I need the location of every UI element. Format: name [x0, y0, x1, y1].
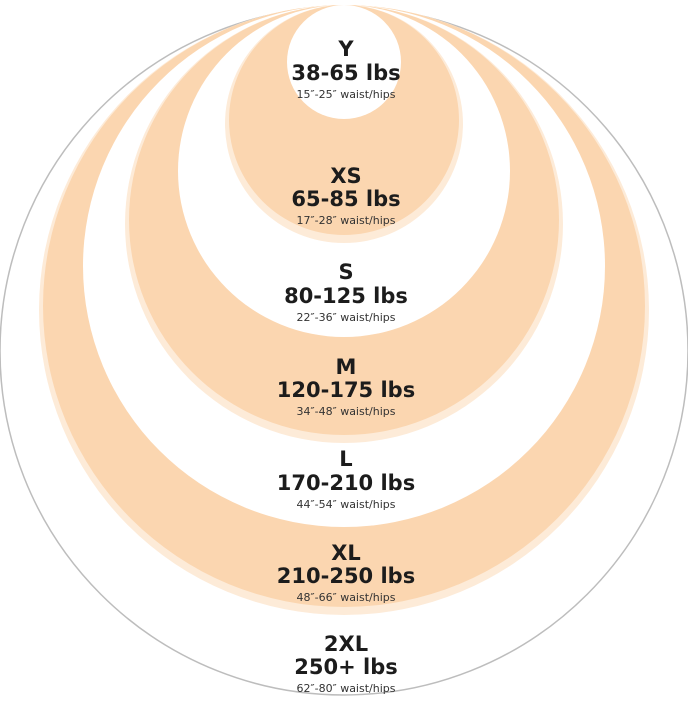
waist-hips-range: 62″-80″ waist/hips [297, 682, 396, 695]
size-xl-group: XL 210-250 lbs 48″-66″ waist/hips [277, 541, 415, 604]
size-l-group: L 170-210 lbs 44″-54″ waist/hips [277, 447, 415, 511]
waist-hips-range: 15″-25″ waist/hips [297, 88, 396, 101]
ring-y [287, 5, 401, 119]
size-label: M [336, 355, 357, 379]
waist-hips-range: 34″-48″ waist/hips [297, 405, 396, 418]
weight-range: 80-125 lbs [284, 284, 408, 308]
size-m-group: M 120-175 lbs 34″-48″ waist/hips [277, 355, 415, 418]
size-label: S [338, 260, 353, 284]
weight-range: 210-250 lbs [277, 564, 415, 588]
size-label: Y [337, 37, 354, 61]
waist-hips-range: 22″-36″ waist/hips [297, 311, 396, 324]
size-label: XS [330, 164, 361, 188]
waist-hips-range: 44″-54″ waist/hips [297, 498, 396, 511]
weight-range: 38-65 lbs [291, 61, 400, 85]
size-xs-group: XS 65-85 lbs 17″-28″ waist/hips [291, 164, 400, 227]
size-label: L [339, 447, 352, 471]
weight-range: 65-85 lbs [291, 187, 400, 211]
weight-range: 170-210 lbs [277, 471, 415, 495]
size-label: XL [331, 541, 361, 565]
size-s-group: S 80-125 lbs 22″-36″ waist/hips [284, 260, 408, 324]
weight-range: 120-175 lbs [277, 378, 415, 402]
size-y-group: Y 38-65 lbs 15″-25″ waist/hips [291, 37, 400, 101]
size-label: 2XL [324, 632, 368, 656]
size-2xl-group: 2XL 250+ lbs 62″-80″ waist/hips [294, 632, 397, 695]
weight-range: 250+ lbs [294, 655, 397, 679]
ring-xs [229, 5, 459, 235]
waist-hips-range: 48″-66″ waist/hips [297, 591, 396, 604]
waist-hips-range: 17″-28″ waist/hips [297, 214, 396, 227]
